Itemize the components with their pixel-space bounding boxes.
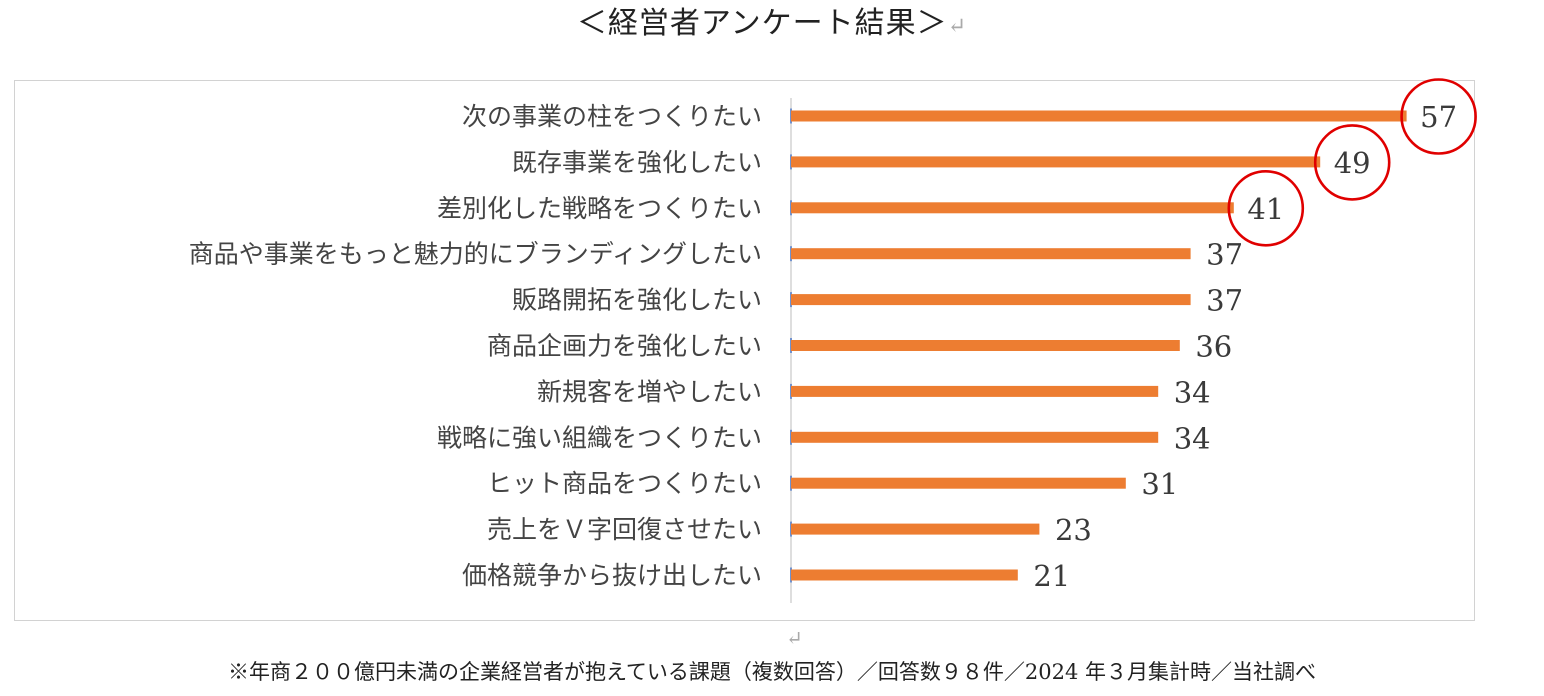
- chart-frame: [14, 80, 1475, 621]
- category-label: 売上をＶ字回復させたい: [487, 515, 762, 544]
- paragraph-mark-icon: ↵: [786, 626, 803, 650]
- data-label: 37: [1206, 284, 1243, 318]
- category-label: 新規客を増やしたい: [537, 377, 762, 406]
- bar: [791, 431, 1159, 443]
- data-label: 41: [1247, 192, 1284, 226]
- data-label: 49: [1334, 146, 1371, 180]
- bar: [791, 523, 1040, 535]
- data-label: 57: [1420, 100, 1457, 134]
- bars-layer: 次の事業の柱をつくりたい 57 既存事業を強化したい 49 差別化した戦略をつくりたい 4…: [189, 78, 1477, 603]
- bar: [791, 202, 1234, 214]
- category-label: 差別化した戦略をつくりたい: [437, 194, 762, 223]
- category-label: ヒット商品をつくりたい: [487, 469, 762, 498]
- data-label: 36: [1195, 330, 1232, 364]
- data-label: 34: [1174, 421, 1211, 455]
- title-text: ＜経営者アンケート結果＞: [576, 6, 948, 41]
- footnote: ※年商２００億円未満の企業経営者が抱えている課題（複数回答）／回答数９８件／20…: [227, 660, 1317, 684]
- bar: [791, 477, 1126, 489]
- data-label: 34: [1174, 375, 1211, 409]
- paragraph-mark-icon: ↵: [947, 14, 968, 39]
- category-label: 既存事業を強化したい: [512, 148, 762, 177]
- chart-title: ＜経営者アンケート結果＞↵: [0, 2, 1544, 49]
- category-label: 商品や事業をもっと魅力的にブランディングしたい: [189, 240, 762, 269]
- bar: [791, 340, 1180, 351]
- data-label: 21: [1033, 559, 1070, 593]
- category-label: 商品企画力を強化したい: [487, 332, 762, 361]
- category-label: 次の事業の柱をつくりたい: [462, 102, 762, 131]
- bar: [791, 294, 1191, 306]
- data-label: 23: [1055, 513, 1092, 547]
- bar: [791, 248, 1191, 260]
- bar: [791, 385, 1159, 397]
- data-label: 31: [1141, 467, 1178, 501]
- category-label: 戦略に強い組織をつくりたい: [437, 423, 762, 452]
- highlight-circle: [1227, 170, 1305, 247]
- data-label: 37: [1206, 238, 1243, 272]
- category-label: 価格競争から抜け出したい: [462, 561, 762, 590]
- bar: [791, 569, 1018, 581]
- highlight-circle: [1313, 124, 1391, 201]
- bar: [791, 156, 1321, 168]
- bar: [791, 110, 1407, 122]
- category-label: 販路開拓を強化したい: [512, 286, 762, 315]
- highlight-circle: [1400, 78, 1477, 155]
